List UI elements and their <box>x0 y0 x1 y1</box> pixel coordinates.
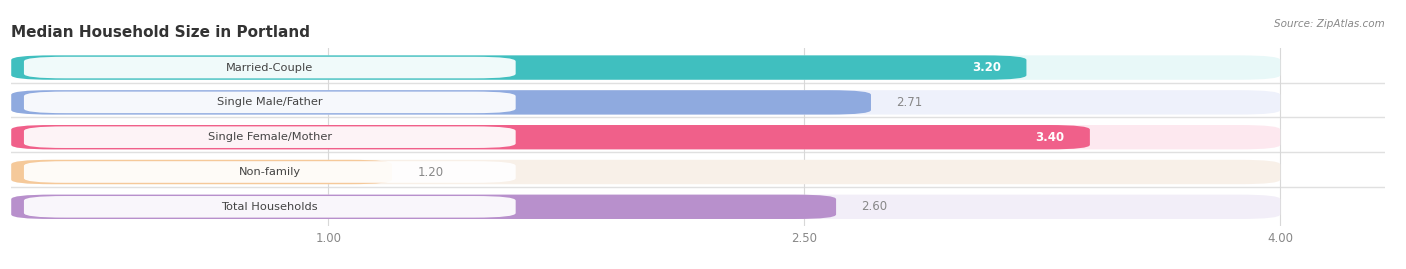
Text: Non-family: Non-family <box>239 167 301 177</box>
FancyBboxPatch shape <box>11 195 837 219</box>
FancyBboxPatch shape <box>11 160 392 184</box>
Text: Single Female/Mother: Single Female/Mother <box>208 132 332 142</box>
FancyBboxPatch shape <box>24 126 516 148</box>
FancyBboxPatch shape <box>24 91 516 113</box>
FancyBboxPatch shape <box>11 125 1281 149</box>
FancyBboxPatch shape <box>24 196 516 218</box>
FancyBboxPatch shape <box>24 161 516 183</box>
FancyBboxPatch shape <box>11 195 1281 219</box>
Text: 2.60: 2.60 <box>862 200 887 213</box>
Text: Total Households: Total Households <box>222 202 318 212</box>
FancyBboxPatch shape <box>24 57 516 78</box>
Text: 1.20: 1.20 <box>418 165 443 179</box>
Text: 2.71: 2.71 <box>897 96 922 109</box>
Text: Median Household Size in Portland: Median Household Size in Portland <box>11 25 311 40</box>
Text: 3.40: 3.40 <box>1035 131 1064 144</box>
Text: Married-Couple: Married-Couple <box>226 63 314 73</box>
FancyBboxPatch shape <box>11 125 1090 149</box>
Text: Source: ZipAtlas.com: Source: ZipAtlas.com <box>1274 19 1385 29</box>
FancyBboxPatch shape <box>11 55 1281 80</box>
FancyBboxPatch shape <box>11 90 1281 115</box>
FancyBboxPatch shape <box>11 160 1281 184</box>
Text: 3.20: 3.20 <box>972 61 1001 74</box>
FancyBboxPatch shape <box>11 90 870 115</box>
Text: Single Male/Father: Single Male/Father <box>217 97 322 107</box>
FancyBboxPatch shape <box>11 55 1026 80</box>
